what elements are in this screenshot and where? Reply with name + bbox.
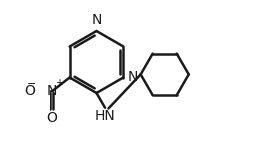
Text: N: N [91,13,101,27]
Text: O: O [25,84,35,98]
Text: −: − [27,79,37,89]
Text: O: O [46,111,57,124]
Text: N: N [127,70,137,84]
Text: +: + [55,78,63,88]
Text: N: N [46,84,57,98]
Text: HN: HN [94,108,115,122]
